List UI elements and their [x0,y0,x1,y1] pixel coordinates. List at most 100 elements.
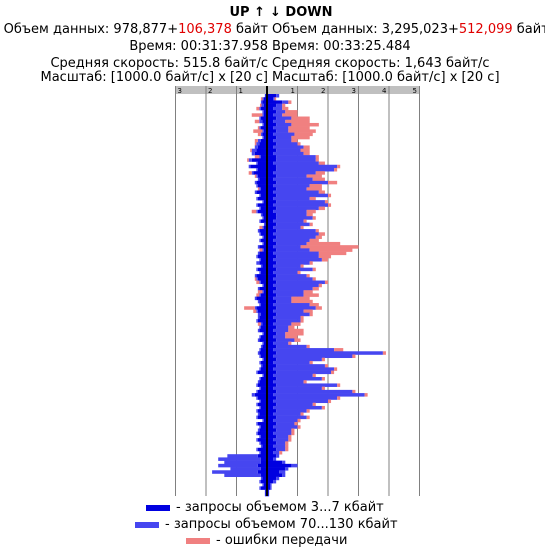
up-bar-errors [251,113,263,117]
down-bar-large [276,155,316,159]
down-bar-errors [291,116,310,121]
down-bar-small [267,412,274,416]
down-bar-large [276,344,307,349]
up-bar-small [262,264,267,268]
down-bar-errors [306,274,310,278]
down-bar-small [267,460,283,465]
down-bar-large [276,402,313,407]
down-bar-errors [288,129,316,133]
up-bar-small [257,470,267,474]
up-bar-errors [254,277,257,281]
down-bar-large [276,364,325,368]
down-bar-errors [324,364,328,368]
up-bar-errors [260,97,263,101]
down-bar-large [276,158,316,162]
up-bar-errors [256,106,260,111]
up-bar-large [259,335,261,339]
down-bar-errors [328,180,338,185]
up-bar-small [263,248,267,252]
down-bar-large [276,351,383,355]
down-bar-errors [306,174,322,178]
up-bar-small [263,135,267,140]
down-bar-small [267,103,277,108]
up-bar-errors [254,139,258,143]
up-bar-large [256,422,258,426]
down-bar-errors [303,309,313,313]
down-bar-large [282,100,289,104]
down-bar-large [273,380,304,384]
down-bar-small [267,418,274,423]
down-bar-large [276,286,313,291]
up-bar-large [260,132,263,137]
up-bar-large [256,396,258,400]
down-bar-large [273,412,301,416]
down-bar-errors [285,335,298,339]
up-bar-large [257,428,260,432]
up-bar-small [260,270,267,275]
up-bar-large [262,110,264,114]
down-bar-large [276,142,298,146]
down-bar-small [267,171,274,175]
up-bar-errors [250,148,252,153]
up-bar-small [260,258,267,262]
up-bar-large [256,389,258,394]
down-bar-errors [297,270,301,275]
legend-small: - запросы объемом 3...7 кбайт [146,500,384,516]
down-bar-errors [309,196,316,201]
down-bar-errors [312,373,316,378]
up-bar-small [260,348,267,352]
down-bar-errors [309,248,353,252]
down-bar-errors [288,100,292,104]
up-bar-small [257,196,267,201]
up-bar-small [263,241,267,246]
down-label: ↓ DOWN [270,5,333,20]
down-bar-errors [321,377,325,381]
down-bar-small [267,386,274,391]
down-bar-small [267,132,274,137]
up-bar-large [264,489,266,494]
down-bar-small [267,293,277,297]
down-bar-large [276,248,310,252]
down-bar-small [267,486,271,490]
up-bar-errors [256,293,260,297]
up-bar-small [257,431,267,436]
up-bar-small [262,364,267,368]
down-bar-small [267,283,274,288]
down-bar-large [273,225,301,230]
down-bar-large [276,164,338,169]
up-bar-large [259,155,261,159]
down-bar-small [267,319,277,323]
up-bar-large [259,232,261,236]
down-volume-label: Объем данных: [272,22,382,37]
up-bar-small [257,267,267,272]
up-bar-large [259,187,261,191]
up-bar-small [259,229,267,233]
up-bar-small [262,132,267,137]
down-bar-small [267,415,277,420]
down-bar-large [273,126,289,130]
down-scale: Масштаб: [1000.0 байт/с] x [20 с] [272,70,500,85]
down-bar-large [276,174,307,178]
down-bar-small [267,402,277,407]
down-bar-small [267,235,277,240]
down-bar-errors [285,441,289,445]
up-bar-large [262,248,264,252]
down-bar-small [267,216,277,220]
up-bar-errors [257,322,261,326]
down-bar-large [276,476,280,481]
up-bar-small [260,219,267,223]
down-bar-errors [303,290,313,294]
up-scale: Масштаб: [1000.0 байт/с] x [20 с] [40,70,268,85]
up-bar-small [263,129,267,133]
down-bar-small [267,315,274,320]
down-bar-large [273,405,322,410]
down-bar-errors [306,209,316,214]
up-bar-small [256,274,267,278]
up-bar-large [257,245,260,249]
up-bar-large [256,167,258,172]
down-bar-errors [309,360,313,365]
down-bar-errors [285,447,289,452]
down-bar-small [267,438,274,442]
legend-small-label: - запросы объемом 3...7 кбайт [176,500,384,515]
down-bar-large [276,428,292,432]
